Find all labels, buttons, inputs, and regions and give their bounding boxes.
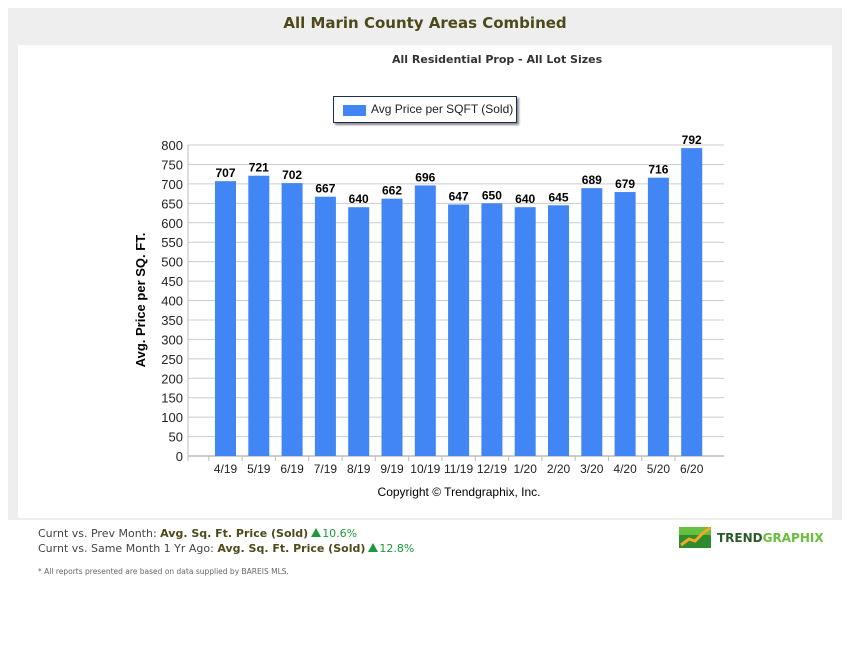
x-tick-label: 5/20: [647, 462, 671, 476]
comparison-summary: Curnt vs. Prev Month: Avg. Sq. Ft. Price…: [38, 526, 414, 556]
bar: [581, 188, 603, 456]
y-tick-label: 250: [161, 352, 183, 367]
data-label: 696: [415, 170, 435, 184]
data-label: 679: [615, 177, 635, 191]
legend-swatch: [343, 105, 366, 116]
x-tick-label: 10/19: [410, 462, 440, 476]
up-arrow-icon: [368, 543, 379, 552]
data-label: 689: [582, 173, 602, 187]
data-label: 640: [349, 192, 369, 206]
bar: [481, 203, 503, 456]
y-tick-label: 50: [169, 430, 183, 445]
x-tick-label: 3/20: [580, 462, 604, 476]
y-tick-label: 450: [161, 274, 183, 289]
y-tick-label: 800: [161, 138, 183, 153]
year-ago-comparison: Curnt vs. Same Month 1 Yr Ago: Avg. Sq. …: [38, 541, 414, 556]
bar: [681, 148, 703, 457]
bar: [647, 177, 669, 456]
y-tick-label: 550: [161, 235, 183, 250]
data-label: 667: [315, 182, 335, 196]
x-tick-label: 12/19: [477, 462, 507, 476]
bar: [348, 207, 370, 456]
y-tick-label: 700: [161, 177, 183, 192]
data-source-note: * All reports presented are based on dat…: [38, 567, 289, 576]
bar: [414, 185, 436, 456]
prev-month-comparison: Curnt vs. Prev Month: Avg. Sq. Ft. Price…: [38, 526, 414, 541]
legend-label: Avg Price per SQFT (Sold): [371, 102, 514, 116]
bar: [248, 175, 270, 456]
bar: [514, 207, 536, 456]
y-tick-label: 300: [161, 332, 183, 347]
x-tick-label: 6/19: [280, 462, 304, 476]
x-tick-label: 4/19: [214, 462, 238, 476]
y-tick-label: 400: [161, 294, 183, 309]
bar: [281, 183, 303, 456]
comparison-value: 12.8%: [379, 542, 415, 555]
bar: [314, 196, 336, 457]
y-tick-label: 200: [161, 371, 183, 386]
y-tick-label: 600: [161, 216, 183, 231]
y-tick-label: 0: [176, 449, 183, 464]
logo-chart-icon: [679, 526, 711, 548]
bar: [381, 198, 403, 456]
page-title: All Marin County Areas Combined: [283, 14, 567, 32]
data-label: 645: [548, 190, 568, 204]
x-tick-label: 5/19: [247, 462, 271, 476]
comparison-value: 10.6%: [322, 527, 358, 540]
logo-text: TREND: [717, 531, 763, 545]
up-arrow-icon: [311, 528, 322, 537]
data-label: 647: [449, 189, 469, 203]
y-tick-label: 350: [161, 313, 183, 328]
data-label: 716: [648, 163, 668, 177]
comparison-label: Curnt vs. Same Month 1 Yr Ago:: [38, 542, 218, 555]
data-label: 707: [215, 166, 235, 180]
comparison-metric: Avg. Sq. Ft. Price (Sold): [160, 527, 309, 540]
y-axis-label: Avg. Price per SQ. FT.: [133, 233, 148, 368]
data-label: 721: [249, 161, 269, 175]
y-tick-label: 150: [161, 391, 183, 406]
x-tick-label: 2/20: [547, 462, 571, 476]
comparison-label: Curnt vs. Prev Month:: [38, 527, 161, 540]
comparison-metric: Avg. Sq. Ft. Price (Sold): [217, 542, 366, 555]
logo-text: GRAPHIX: [762, 531, 824, 545]
y-tick-label: 500: [161, 255, 183, 270]
y-tick-label: 650: [161, 196, 183, 211]
y-tick-label: 100: [161, 410, 183, 425]
chart-legend: Avg Price per SQFT (Sold): [333, 96, 517, 123]
chart-subtitle: All Residential Prop - All Lot Sizes: [392, 53, 603, 66]
bar-chart: 0 50 100 150 200 250 300 350 400 450 500 550 600 650 7…: [133, 133, 724, 499]
trendgraphix-logo: TRENDGRAPHIX: [679, 525, 824, 553]
x-tick-label: 4/20: [613, 462, 637, 476]
bar: [548, 205, 569, 456]
bar: [215, 181, 236, 456]
data-label: 650: [482, 188, 502, 202]
bar: [448, 204, 470, 456]
data-label: 662: [382, 184, 402, 198]
x-axis-label: Copyright © Trendgraphix, Inc.: [378, 485, 541, 499]
x-tick-label: 8/19: [347, 462, 371, 476]
x-tick-label: 11/19: [444, 462, 473, 476]
x-tick-label: 7/19: [314, 462, 338, 476]
x-tick-label: 1/20: [514, 462, 538, 476]
x-tick-label: 6/20: [680, 462, 704, 476]
data-label: 792: [682, 133, 702, 147]
x-tick-label: 9/19: [380, 462, 404, 476]
data-label: 640: [515, 192, 535, 206]
bar: [614, 192, 636, 456]
data-label: 702: [282, 168, 302, 182]
y-tick-label: 750: [161, 157, 183, 172]
